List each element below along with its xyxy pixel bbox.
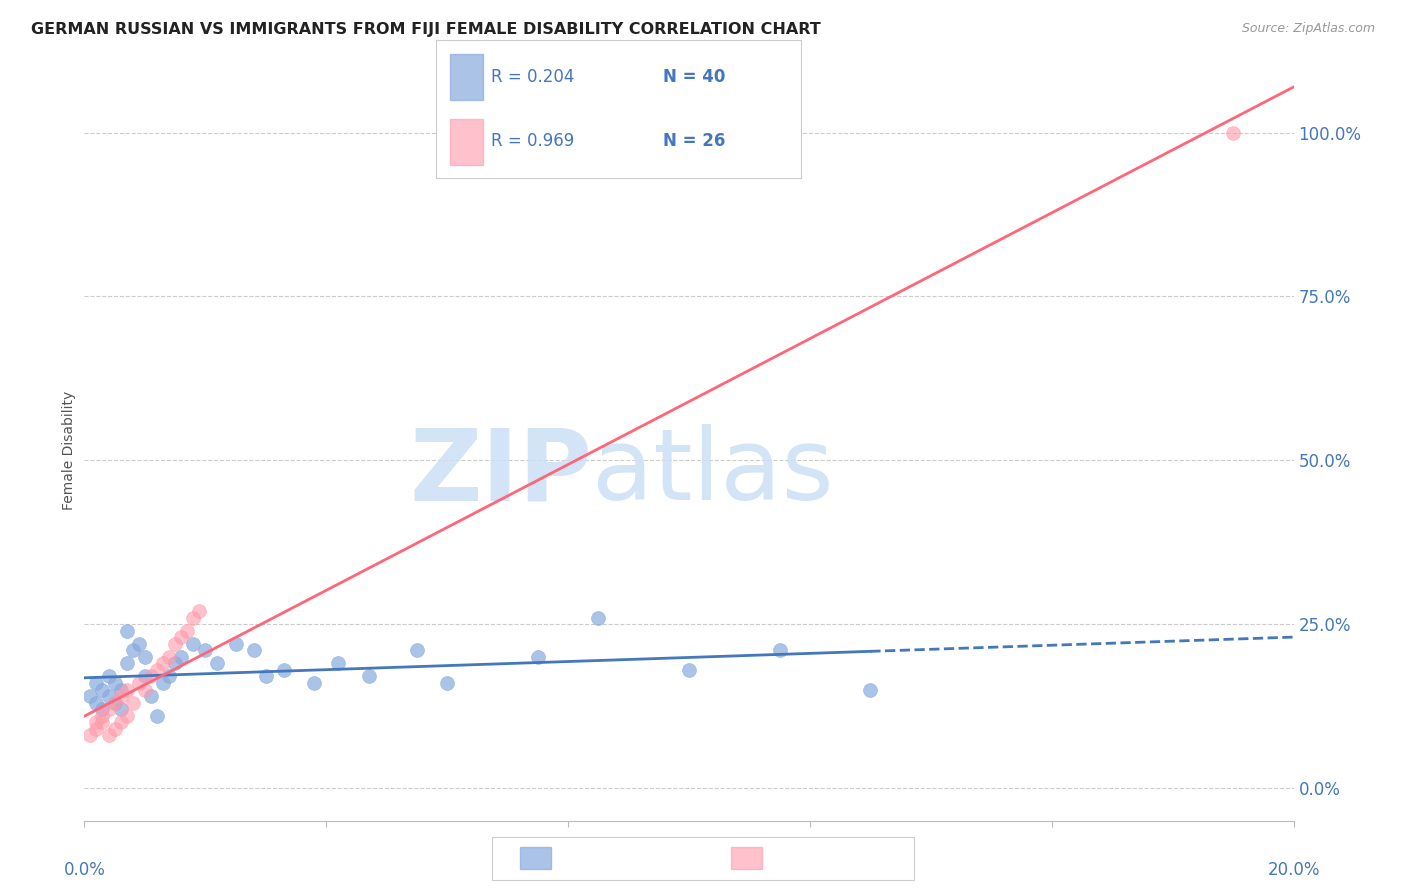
Point — [91, 708, 114, 723]
FancyBboxPatch shape — [450, 54, 484, 100]
Point — [104, 696, 127, 710]
Point — [79, 689, 101, 703]
Point — [110, 682, 132, 697]
Point — [328, 657, 350, 671]
Point — [115, 657, 138, 671]
Point — [225, 637, 247, 651]
Text: N = 26: N = 26 — [662, 132, 725, 150]
Point — [170, 649, 193, 664]
Text: Source: ZipAtlas.com: Source: ZipAtlas.com — [1241, 22, 1375, 36]
Point — [110, 689, 132, 703]
Point — [115, 708, 138, 723]
Point — [181, 610, 204, 624]
Point — [86, 676, 108, 690]
Point — [97, 702, 120, 716]
Point — [146, 663, 169, 677]
Text: 20.0%: 20.0% — [1267, 862, 1320, 880]
Point — [406, 643, 429, 657]
Point — [678, 663, 700, 677]
Point — [157, 649, 180, 664]
Text: 0.0%: 0.0% — [63, 862, 105, 880]
Text: German Russians: German Russians — [557, 851, 678, 865]
Point — [273, 663, 295, 677]
Point — [110, 702, 132, 716]
Point — [188, 604, 211, 618]
Point — [152, 657, 174, 671]
Point — [146, 708, 169, 723]
Point — [134, 649, 156, 664]
Point — [588, 610, 610, 624]
Point — [769, 643, 792, 657]
Text: ZIP: ZIP — [409, 425, 592, 521]
Point — [86, 715, 108, 730]
Point — [91, 715, 114, 730]
Point — [134, 669, 156, 683]
Text: N = 40: N = 40 — [662, 69, 725, 87]
Text: GERMAN RUSSIAN VS IMMIGRANTS FROM FIJI FEMALE DISABILITY CORRELATION CHART: GERMAN RUSSIAN VS IMMIGRANTS FROM FIJI F… — [31, 22, 821, 37]
Point — [436, 676, 458, 690]
Point — [207, 657, 229, 671]
Point — [86, 722, 108, 736]
Point — [121, 643, 143, 657]
Point — [104, 722, 127, 736]
Point — [165, 657, 187, 671]
Point — [254, 669, 277, 683]
Point — [91, 702, 114, 716]
Point — [139, 669, 162, 683]
Point — [165, 637, 187, 651]
Point — [242, 643, 264, 657]
Point — [1222, 126, 1244, 140]
Point — [115, 624, 138, 638]
Point — [79, 729, 101, 743]
Point — [157, 669, 180, 683]
Point — [152, 676, 174, 690]
Point — [302, 676, 325, 690]
Point — [176, 624, 198, 638]
Point — [97, 669, 120, 683]
Point — [115, 682, 138, 697]
Text: Immigrants from Fiji: Immigrants from Fiji — [768, 851, 907, 865]
Text: R = 0.204: R = 0.204 — [491, 69, 574, 87]
FancyBboxPatch shape — [450, 119, 484, 164]
Point — [97, 729, 120, 743]
Point — [121, 696, 143, 710]
Point — [91, 682, 114, 697]
Point — [139, 689, 162, 703]
Point — [181, 637, 204, 651]
Text: R = 0.969: R = 0.969 — [491, 132, 574, 150]
Point — [104, 696, 127, 710]
Point — [194, 643, 217, 657]
Point — [110, 715, 132, 730]
Point — [97, 689, 120, 703]
Point — [128, 676, 150, 690]
Point — [170, 630, 193, 644]
Point — [527, 649, 550, 664]
Point — [128, 637, 150, 651]
Text: atlas: atlas — [592, 425, 834, 521]
Point — [357, 669, 380, 683]
Point — [86, 696, 108, 710]
Point — [104, 676, 127, 690]
Point — [859, 682, 882, 697]
Point — [134, 682, 156, 697]
Y-axis label: Female Disability: Female Disability — [62, 391, 76, 510]
